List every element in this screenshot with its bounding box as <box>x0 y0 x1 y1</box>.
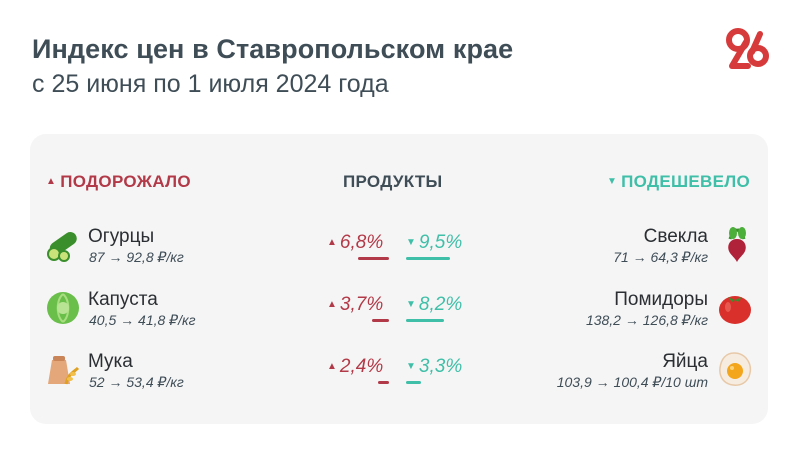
logo-26-icon <box>726 28 769 69</box>
tomato-icon <box>719 296 751 324</box>
fall-bar <box>406 319 444 322</box>
fall-pct-label: ▼ 9,5% <box>406 232 463 253</box>
rise-pct-label: ▲ 6,8% <box>327 232 384 253</box>
rise-pct-label: ▲ 3,7% <box>327 294 384 315</box>
page-subtitle: с 25 июня по 1 июля 2024 года <box>32 70 389 98</box>
rise-item-price: 40,5 → 41,8 ₽/кг <box>89 312 196 328</box>
egg-icon <box>719 352 752 386</box>
cucumber-icon <box>47 232 77 262</box>
page-title: Индекс цен в Ставропольском крае <box>32 34 514 64</box>
fall-item-name: Свекла <box>643 226 708 247</box>
rise-pct-label: ▲ 2,4% <box>327 356 384 377</box>
rise-bar <box>378 381 389 384</box>
rise-item-name: Капуста <box>88 289 158 310</box>
column-header-rise: ▲ ПОДОРОЖАЛО <box>46 172 191 191</box>
beetroot-icon <box>728 227 746 262</box>
fall-bar <box>406 257 450 260</box>
flour-icon <box>48 356 80 385</box>
fall-item-price: 71 → 64,3 ₽/кг <box>613 249 708 265</box>
fall-bar <box>406 381 421 384</box>
rise-bar <box>358 257 389 260</box>
cabbage-icon <box>47 292 79 324</box>
column-header-fall: ▼ ПОДЕШЕВЕЛО <box>606 172 750 191</box>
fall-pct-label: ▼ 3,3% <box>406 356 463 377</box>
rise-item-price: 87 → 92,8 ₽/кг <box>89 249 184 265</box>
rise-bar <box>372 319 389 322</box>
fall-item-price: 103,9 → 100,4 ₽/10 шт <box>556 374 708 390</box>
rise-item-name: Огурцы <box>88 226 155 247</box>
price-table-card <box>30 134 768 424</box>
fall-item-name: Яйца <box>662 351 708 372</box>
fall-pct-label: ▼ 8,2% <box>406 294 463 315</box>
rise-item-name: Мука <box>88 351 133 372</box>
fall-item-price: 138,2 → 126,8 ₽/кг <box>585 312 708 328</box>
rise-item-price: 52 → 53,4 ₽/кг <box>89 374 184 390</box>
column-header-products: ПРОДУКТЫ <box>343 172 443 191</box>
fall-item-name: Помидоры <box>614 289 708 310</box>
